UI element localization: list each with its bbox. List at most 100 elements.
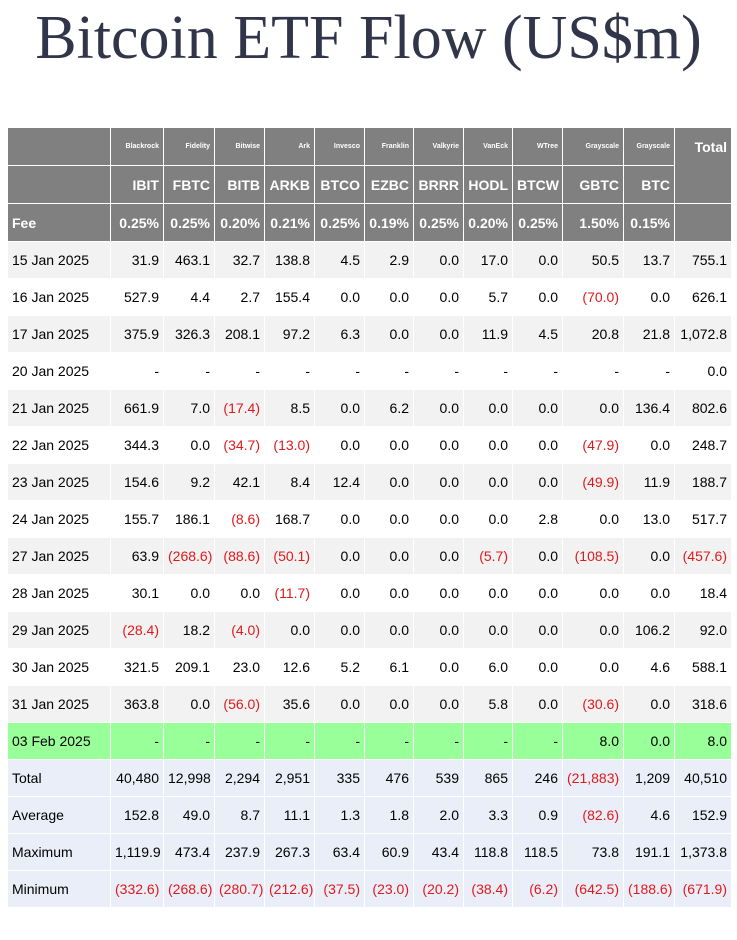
flow-value: 0.0 — [623, 722, 675, 760]
flow-value: 0.0 — [512, 426, 563, 464]
flow-value: (642.5) — [562, 870, 624, 908]
flow-value: 4.6 — [623, 648, 675, 686]
flow-value: 11.9 — [463, 315, 513, 353]
flow-value: 118.8 — [463, 833, 513, 871]
flow-value: 326.3 — [163, 315, 215, 353]
total-header: Total — [674, 127, 732, 204]
flow-value: - — [623, 352, 675, 390]
flow-value: 1,209 — [623, 759, 675, 797]
flow-value: 138.8 — [264, 241, 315, 279]
flow-value: 0.0 — [314, 426, 365, 464]
flow-value: - — [214, 722, 265, 760]
day-row: 15 Jan 2025 31.9 463.1 32.7 138.8 4.5 2.9 0.0 17… — [7, 241, 732, 279]
row-label: 30 Jan 2025 — [7, 648, 111, 686]
ticker: HODL — [463, 165, 513, 204]
flow-value: 2.8 — [512, 500, 563, 538]
flow-value: 17.0 — [463, 241, 513, 279]
flow-value: 0.0 — [413, 611, 464, 649]
ticker: IBIT — [110, 165, 164, 204]
flow-value: 4.6 — [623, 796, 675, 834]
table-summary: Total 40,480 12,998 2,294 2,951 335 476 539 865 2… — [7, 759, 732, 908]
day-row: 17 Jan 2025 375.9 326.3 208.1 97.2 6.3 0.0 0.0 1… — [7, 315, 732, 353]
flow-value: 0.0 — [314, 685, 365, 723]
flow-value: 208.1 — [214, 315, 265, 353]
flow-value: 4.5 — [314, 241, 365, 279]
flow-value: 8.4 — [264, 463, 315, 501]
flow-value: 0.0 — [214, 574, 265, 612]
flow-value: 106.2 — [623, 611, 675, 649]
flow-value: - — [214, 352, 265, 390]
flow-value: (23.0) — [364, 870, 414, 908]
ticker: BRRR — [413, 165, 464, 204]
day-row: 29 Jan 2025 (28.4) 18.2 (4.0) 0.0 0.0 0.0 0.0 0.… — [7, 611, 732, 649]
flow-value: 0.0 — [623, 685, 675, 723]
row-label: 31 Jan 2025 — [7, 685, 111, 723]
flow-value: 8.5 — [264, 389, 315, 427]
flow-value: 0.0 — [314, 574, 365, 612]
flow-value: (88.6) — [214, 537, 265, 575]
fee-value: 1.50% — [562, 203, 624, 242]
ticker: GBTC — [562, 165, 624, 204]
flow-value: 73.8 — [562, 833, 624, 871]
flow-value: 35.6 — [264, 685, 315, 723]
flow-value: - — [264, 722, 315, 760]
flow-value: 0.0 — [623, 574, 675, 612]
table-header: Blackrock Fidelity Bitwise Ark Invesco Frankl… — [7, 127, 732, 242]
fee-value: 0.25% — [163, 203, 215, 242]
flow-value: 40,510 — [674, 759, 732, 797]
flow-value: 802.6 — [674, 389, 732, 427]
flow-value: 50.5 — [562, 241, 624, 279]
flow-value: 0.0 — [314, 611, 365, 649]
flow-value: 661.9 — [110, 389, 164, 427]
flow-value: 588.1 — [674, 648, 732, 686]
corner-cell — [7, 127, 111, 166]
flow-value: 6.0 — [463, 648, 513, 686]
flow-value: 2.0 — [413, 796, 464, 834]
flow-value: 0.0 — [163, 426, 215, 464]
flow-value: 0.0 — [512, 241, 563, 279]
flow-value: 155.7 — [110, 500, 164, 538]
flow-value: 11.1 — [264, 796, 315, 834]
issuer-name: Valkyrie — [413, 127, 464, 166]
flow-value: 31.9 — [110, 241, 164, 279]
flow-value: (280.7) — [214, 870, 265, 908]
flow-value: 0.0 — [463, 389, 513, 427]
flow-value: (82.6) — [562, 796, 624, 834]
ticker: BTC — [623, 165, 675, 204]
flow-value: 1.3 — [314, 796, 365, 834]
flow-value: 755.1 — [674, 241, 732, 279]
flow-value: 0.0 — [314, 389, 365, 427]
flow-value: 136.4 — [623, 389, 675, 427]
flow-value: 0.0 — [623, 426, 675, 464]
flow-value: 246 — [512, 759, 563, 797]
flow-value: (50.1) — [264, 537, 315, 575]
day-row: 30 Jan 2025 321.5 209.1 23.0 12.6 5.2 6.1 0.0 6.… — [7, 648, 732, 686]
day-row: 03 Feb 2025- - - - - - - - -8.0 0.0 8.0 — [7, 722, 732, 760]
page-title: Bitcoin ETF Flow (US$m) — [35, 4, 702, 72]
flow-value: (108.5) — [562, 537, 624, 575]
row-label: 21 Jan 2025 — [7, 389, 111, 427]
flow-value: (268.6) — [163, 870, 215, 908]
flow-value: - — [264, 352, 315, 390]
row-label: Average — [7, 796, 111, 834]
flow-value: 248.7 — [674, 426, 732, 464]
flow-value: - — [463, 722, 513, 760]
flow-value: 11.9 — [623, 463, 675, 501]
flow-value: (56.0) — [214, 685, 265, 723]
flow-value: 0.0 — [562, 648, 624, 686]
flow-value: 626.1 — [674, 278, 732, 316]
flow-value: 0.0 — [163, 574, 215, 612]
day-row: 24 Jan 2025 155.7 186.1 (8.6) 168.7 0.0 0.0 0.0… — [7, 500, 732, 538]
flow-value: 18.2 — [163, 611, 215, 649]
flow-value: 0.0 — [562, 500, 624, 538]
row-label: 17 Jan 2025 — [7, 315, 111, 353]
flow-value: (268.6) — [163, 537, 215, 575]
flow-value: - — [413, 352, 464, 390]
flow-value: 0.9 — [512, 796, 563, 834]
row-label: 28 Jan 2025 — [7, 574, 111, 612]
row-label: 03 Feb 2025 — [7, 722, 111, 760]
flow-value: 0.0 — [364, 574, 414, 612]
day-row: 20 Jan 2025- - - - - - - - - - -0.0 — [7, 352, 732, 390]
row-label: 20 Jan 2025 — [7, 352, 111, 390]
flow-value: (457.6) — [674, 537, 732, 575]
